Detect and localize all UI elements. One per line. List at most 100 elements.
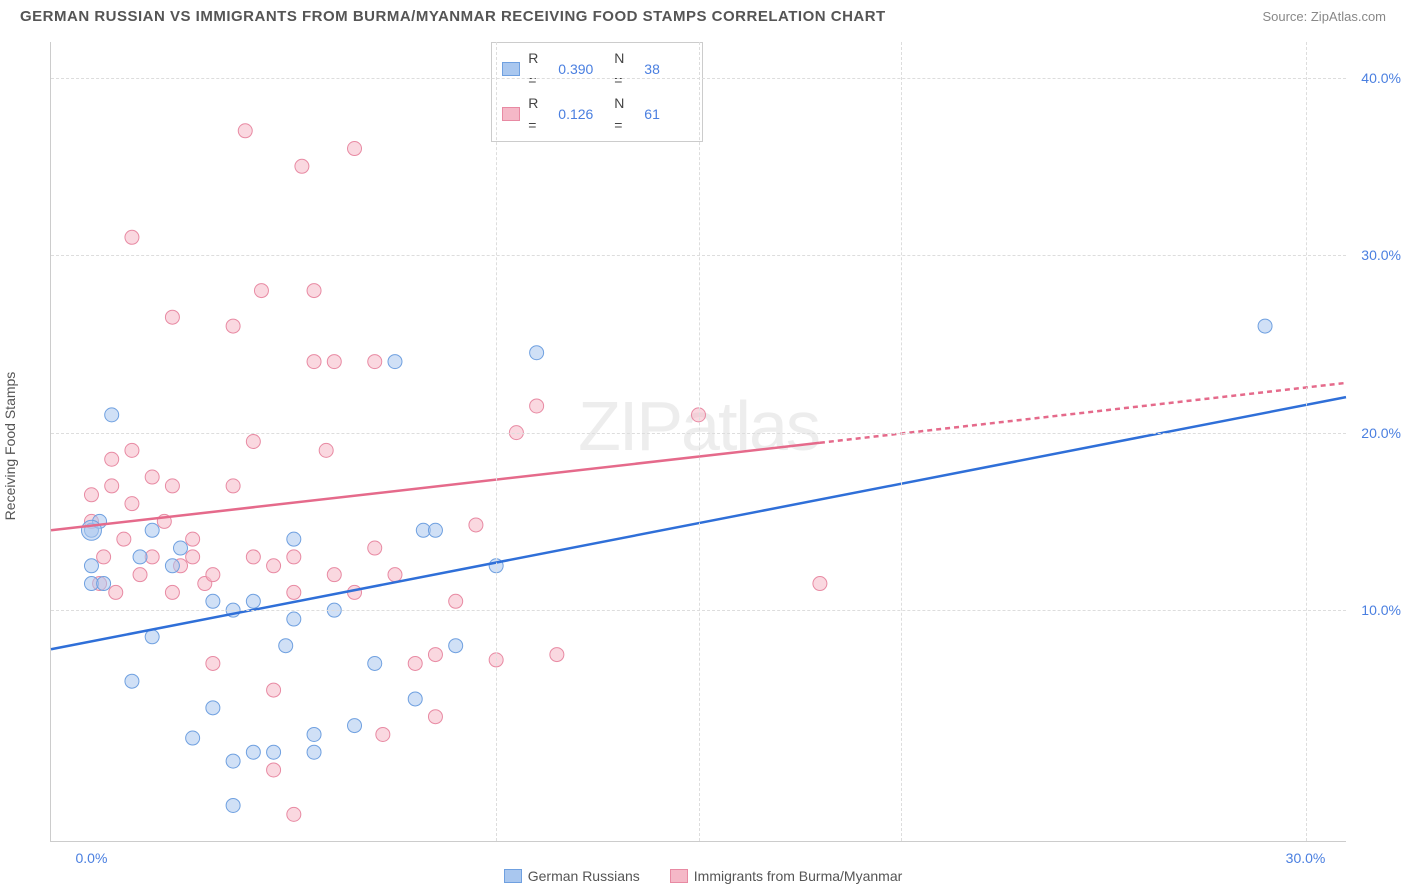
- legend-item-b: Immigrants from Burma/Myanmar: [670, 868, 902, 884]
- data-point: [376, 727, 390, 741]
- data-point: [226, 479, 240, 493]
- legend-item-a: German Russians: [504, 868, 640, 884]
- data-point: [165, 310, 179, 324]
- data-point: [319, 443, 333, 457]
- r-label: R =: [528, 47, 550, 92]
- data-point: [327, 355, 341, 369]
- data-point: [105, 408, 119, 422]
- data-point: [267, 559, 281, 573]
- data-point: [368, 355, 382, 369]
- grid-line: [699, 42, 700, 841]
- data-point: [246, 745, 260, 759]
- legend-stat-row: R =0.390N =38: [502, 47, 692, 92]
- data-point: [287, 807, 301, 821]
- data-point: [348, 142, 362, 156]
- legend-label-a: German Russians: [528, 868, 640, 884]
- data-point: [368, 656, 382, 670]
- data-point: [165, 559, 179, 573]
- data-point: [307, 355, 321, 369]
- data-point: [238, 124, 252, 138]
- grid-line: [496, 42, 497, 841]
- data-point: [165, 479, 179, 493]
- data-point: [246, 550, 260, 564]
- data-point: [449, 639, 463, 653]
- grid-line: [901, 42, 902, 841]
- data-point: [84, 488, 98, 502]
- y-tick-label: 10.0%: [1361, 602, 1401, 618]
- data-point: [81, 520, 101, 540]
- series-legend: German Russians Immigrants from Burma/My…: [0, 868, 1406, 884]
- data-point: [206, 701, 220, 715]
- data-point: [408, 656, 422, 670]
- data-point: [226, 754, 240, 768]
- data-point: [125, 443, 139, 457]
- grid-line: [1306, 42, 1307, 841]
- y-tick-label: 30.0%: [1361, 247, 1401, 263]
- data-point: [145, 470, 159, 484]
- data-point: [84, 559, 98, 573]
- legend-stat-row: R =0.126N =61: [502, 92, 692, 137]
- data-point: [226, 319, 240, 333]
- y-tick-label: 40.0%: [1361, 70, 1401, 86]
- data-point: [267, 763, 281, 777]
- data-point: [408, 692, 422, 706]
- data-point: [186, 532, 200, 546]
- data-point: [165, 585, 179, 599]
- data-point: [449, 594, 463, 608]
- data-point: [530, 346, 544, 360]
- r-label: R =: [528, 92, 550, 137]
- legend-label-b: Immigrants from Burma/Myanmar: [694, 868, 902, 884]
- data-point: [246, 435, 260, 449]
- n-value: 61: [644, 103, 692, 125]
- data-point: [125, 674, 139, 688]
- swatch-icon: [502, 107, 520, 121]
- data-point: [206, 656, 220, 670]
- chart-title: GERMAN RUSSIAN VS IMMIGRANTS FROM BURMA/…: [20, 8, 886, 25]
- data-point: [550, 648, 564, 662]
- data-point: [287, 612, 301, 626]
- data-point: [327, 568, 341, 582]
- data-point: [287, 532, 301, 546]
- data-point: [307, 284, 321, 298]
- data-point: [428, 648, 442, 662]
- chart-source: Source: ZipAtlas.com: [1262, 9, 1386, 24]
- data-point: [97, 577, 111, 591]
- x-tick-label: 0.0%: [76, 850, 108, 866]
- data-point: [287, 585, 301, 599]
- data-point: [287, 550, 301, 564]
- data-point: [813, 577, 827, 591]
- data-point: [174, 541, 188, 555]
- data-point: [428, 523, 442, 537]
- data-point: [428, 710, 442, 724]
- data-point: [109, 585, 123, 599]
- data-point: [469, 518, 483, 532]
- chart-plot-area: ZIPatlas R =0.390N =38R =0.126N =61 10.0…: [50, 42, 1346, 842]
- data-point: [206, 568, 220, 582]
- data-point: [226, 798, 240, 812]
- data-point: [125, 497, 139, 511]
- data-point: [133, 568, 147, 582]
- data-point: [388, 568, 402, 582]
- data-point: [186, 731, 200, 745]
- data-point: [279, 639, 293, 653]
- data-point: [254, 284, 268, 298]
- data-point: [105, 479, 119, 493]
- data-point: [307, 745, 321, 759]
- data-point: [388, 355, 402, 369]
- data-point: [145, 523, 159, 537]
- data-point: [206, 594, 220, 608]
- y-tick-label: 20.0%: [1361, 425, 1401, 441]
- data-point: [105, 452, 119, 466]
- x-tick-label: 30.0%: [1286, 850, 1326, 866]
- n-label: N =: [614, 47, 636, 92]
- y-axis-label: Receiving Food Stamps: [2, 372, 18, 521]
- data-point: [186, 550, 200, 564]
- swatch-icon: [670, 869, 688, 883]
- data-point: [145, 630, 159, 644]
- data-point: [1258, 319, 1272, 333]
- data-point: [117, 532, 131, 546]
- r-value: 0.126: [558, 103, 606, 125]
- data-point: [267, 745, 281, 759]
- data-point: [97, 550, 111, 564]
- data-point: [348, 719, 362, 733]
